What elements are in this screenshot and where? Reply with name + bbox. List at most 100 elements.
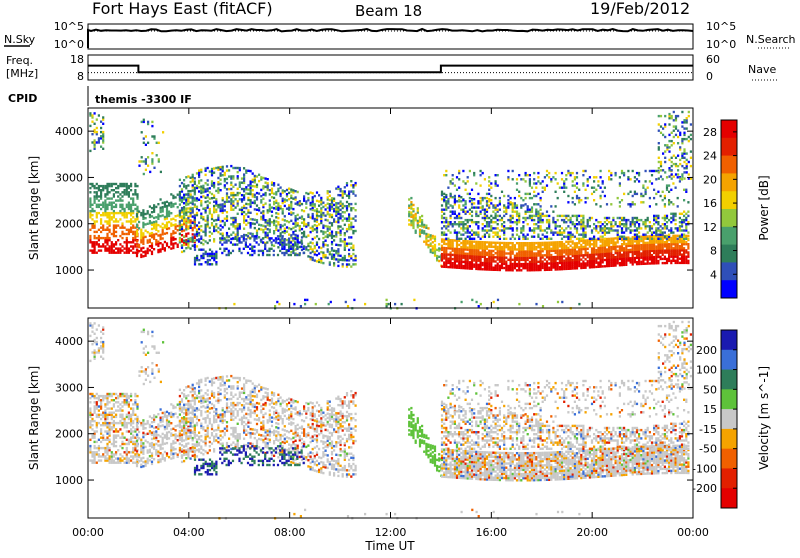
power-cell [660,132,662,134]
power-cell [130,206,132,208]
power-cell [482,268,484,270]
power-cell [209,249,211,251]
power-cell [187,242,189,244]
power-cell [606,240,608,242]
power-cell [475,251,477,253]
power-cell [333,264,335,266]
power-cell [441,217,443,219]
power-cell [179,227,181,229]
power-cell [337,211,339,213]
power-cell [670,245,672,247]
power-cell [100,249,102,251]
power-cell [226,239,228,241]
power-cell [518,263,520,265]
power-cell [340,213,342,215]
power-cell [247,216,249,218]
power-cell [454,213,456,215]
power-cell [572,261,574,263]
power-cell [224,186,226,188]
power-cell [441,265,443,267]
power-cell [520,178,522,180]
power-cell [117,220,119,222]
power-cell [488,266,490,268]
power-cell [561,172,563,174]
power-cell [488,258,490,260]
power-cell [533,172,535,174]
power-cell [94,197,96,199]
power-cell [499,261,501,263]
power-cell [183,206,185,208]
power-cell [106,233,108,235]
power-cell [516,213,518,215]
power-cell [484,241,486,243]
power-cell [115,243,117,245]
power-cell [574,259,576,261]
power-cell [593,262,595,264]
power-cell [610,250,612,252]
power-cell [183,223,185,225]
power-cell [136,215,138,217]
power-cell [94,191,96,193]
power-cell [200,217,202,219]
power-cell [305,192,307,194]
power-cell [237,227,239,229]
power-cell [117,195,119,197]
power-cell [514,257,516,259]
power-cell [232,200,234,202]
power-cell [535,209,537,211]
power-cell [275,212,277,214]
power-cell [450,211,452,213]
power-cell [653,248,655,250]
power-cell [155,216,157,218]
power-cell [670,227,672,229]
power-cell [645,189,647,191]
power-cell [187,227,189,229]
power-cell [100,189,102,191]
power-cell [458,258,460,260]
power-cell [520,197,522,199]
power-cell [540,215,542,217]
power-cell [314,245,316,247]
power-cell [619,236,621,238]
power-cell [316,260,318,262]
power-cell [518,242,520,244]
power-cell [679,245,681,247]
power-cell [213,184,215,186]
power-cell [185,228,187,230]
power-cell [217,216,219,218]
power-cell [514,246,516,248]
power-cell [179,239,181,241]
power-cell [320,207,322,209]
power-cell [337,254,339,256]
power-cell [202,239,204,241]
power-cell [215,253,217,255]
power-cell [600,263,602,265]
power-cell [653,215,655,217]
power-cell [505,242,507,244]
power-cell [595,227,597,229]
power-cell [337,188,339,190]
freq-label: Freq. [6,54,33,67]
power-cell [130,218,132,220]
power-cell [145,236,147,238]
power-cell [441,198,443,200]
power-cell [198,234,200,236]
power-cell [209,253,211,255]
power-cell [574,257,576,259]
power-cell [258,228,260,230]
power-cell [570,253,572,255]
power-cell [290,188,292,190]
power-cell [447,200,449,202]
power-cell [651,248,653,250]
power-cell [512,204,514,206]
power-cell [301,209,303,211]
power-cell [286,189,288,191]
power-cell [245,224,247,226]
power-cell [205,226,207,228]
power-cell [527,263,529,265]
power-cell [185,247,187,249]
power-cell [638,252,640,254]
power-cell [130,241,132,243]
power-cell [140,249,142,251]
power-cell [190,247,192,249]
